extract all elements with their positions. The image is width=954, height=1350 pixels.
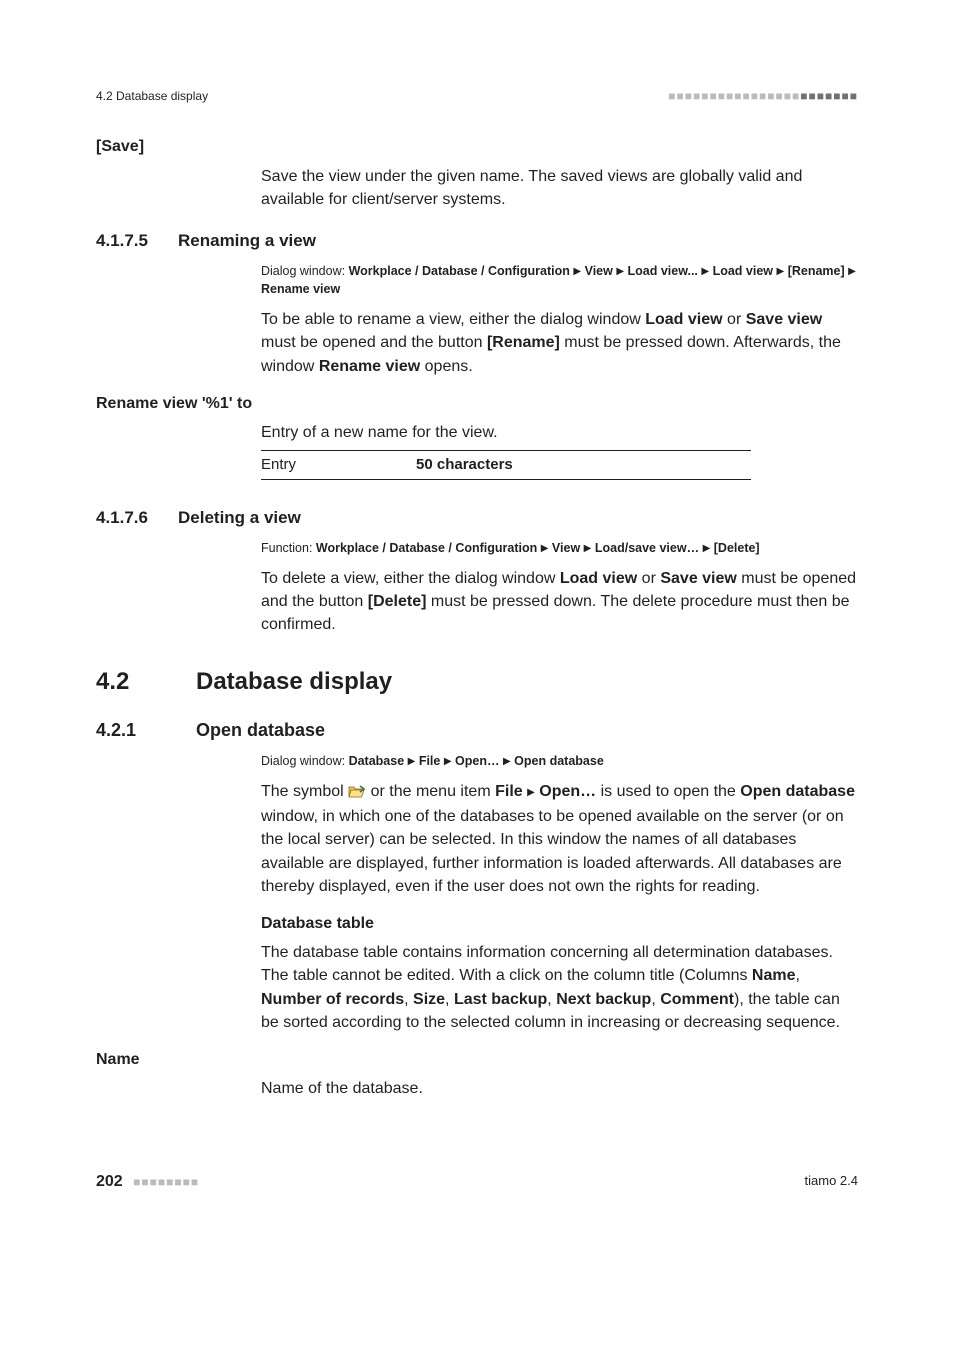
- header-dots: ■■■■■■■■■■■■■■■■■■■■■■■: [668, 88, 858, 105]
- running-head: 4.2 Database display: [96, 88, 208, 105]
- entry-value: 50 characters: [416, 454, 513, 476]
- rename-body: Entry of a new name for the view.: [261, 421, 858, 444]
- term-name: Name: [96, 1048, 858, 1071]
- heading-title: Renaming a view: [178, 229, 316, 254]
- heading-number: 4.1.7.6: [96, 506, 148, 531]
- dialog-path-421: Dialog window: Database ▶ File ▶ Open… ▶…: [261, 752, 858, 771]
- page-number: 202: [96, 1173, 123, 1190]
- body-421-p2: The database table contains information …: [261, 941, 858, 1034]
- body-4175: To be able to rename a view, either the …: [261, 308, 858, 378]
- function-path-4176: Function: Workplace / Database / Configu…: [261, 539, 858, 558]
- heading-title: Database display: [196, 665, 392, 700]
- body-4176: To delete a view, either the dialog wind…: [261, 567, 858, 637]
- term-save: [Save]: [96, 135, 858, 158]
- page-footer: 202 ■■■■■■■■ tiamo 2.4: [96, 1170, 858, 1193]
- dialog-path-4175: Dialog window: Workplace / Database / Co…: [261, 262, 858, 299]
- body-421-p1: The symbol or the menu item File ▶ Open……: [261, 780, 858, 898]
- heading-number: 4.1.7.5: [96, 229, 148, 254]
- term-rename-view: Rename view '%1' to: [96, 392, 858, 415]
- name-body: Name of the database.: [261, 1077, 858, 1100]
- heading-title: Open database: [196, 717, 325, 743]
- subhead-database-table: Database table: [261, 912, 858, 935]
- heading-title: Deleting a view: [178, 506, 301, 531]
- heading-number: 4.2.1: [96, 717, 166, 743]
- heading-4175: 4.1.7.5 Renaming a view: [96, 229, 858, 254]
- save-body: Save the view under the given name. The …: [261, 165, 858, 211]
- page-header: 4.2 Database display ■■■■■■■■■■■■■■■■■■■…: [96, 88, 858, 105]
- folder-open-icon: [348, 782, 366, 805]
- heading-42: 4.2 Database display: [96, 665, 858, 700]
- entry-label: Entry: [261, 454, 296, 476]
- heading-number: 4.2: [96, 665, 166, 700]
- footer-dots: ■■■■■■■■: [133, 1175, 199, 1189]
- heading-4176: 4.1.7.6 Deleting a view: [96, 506, 858, 531]
- heading-421: 4.2.1 Open database: [96, 717, 858, 743]
- product-name: tiamo 2.4: [805, 1172, 858, 1191]
- entry-table: Entry 50 characters: [261, 450, 858, 480]
